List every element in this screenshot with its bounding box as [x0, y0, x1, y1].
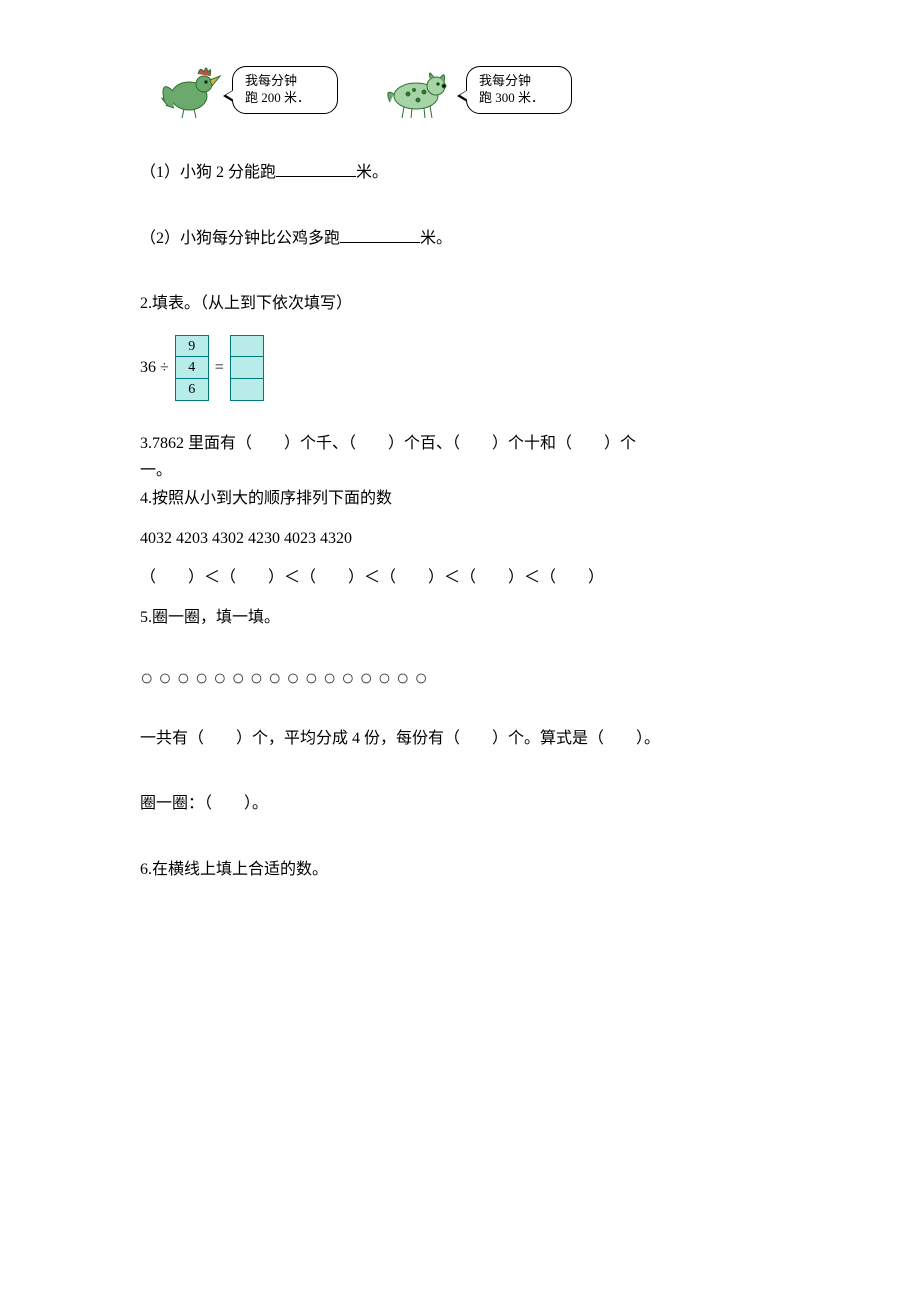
rooster-speech-bubble: 我每分钟 跑 200 米． [232, 66, 338, 114]
q5-circle-line: 圈一圈：（ ）。 [140, 791, 780, 817]
q2-result-cell[interactable] [230, 357, 264, 379]
rooster-bubble-line2: 跑 200 米． [245, 90, 310, 105]
rooster-bubble-line1: 我每分钟 [245, 73, 297, 88]
q1-sub1-post: 米。 [356, 164, 388, 181]
dog-icon [378, 60, 458, 120]
q1-sub2-pre: （2）小狗每分钟比公鸡多跑 [140, 230, 340, 247]
q5-circles: ○○○○○○○○○○○○○○○○ [140, 660, 780, 695]
q2-title: 2.填表。（从上到下依次填写） [140, 291, 780, 317]
q2-divisor-cell: 9 [175, 335, 209, 357]
q3-line-b: 一。 [140, 458, 780, 484]
q2-result-stack [230, 335, 264, 401]
rooster-group: 我每分钟 跑 200 米． [154, 60, 338, 120]
q4-numbers: 4032 4203 4302 4230 4023 4320 [140, 526, 780, 552]
q1-sub2: （2）小狗每分钟比公鸡多跑 米。 [140, 226, 780, 252]
q5-line: 一共有（ ）个，平均分成 4 份，每份有（ ）个。算式是（ ）。 [140, 726, 780, 752]
q1-sub1: （1）小狗 2 分能跑 米。 [140, 160, 780, 186]
q2-left-text: 36 ÷ [140, 355, 169, 381]
illustration-row: 我每分钟 跑 200 米． [154, 60, 780, 120]
worksheet-page: 我每分钟 跑 200 米． [0, 0, 920, 958]
rooster-icon [154, 60, 224, 120]
q1-sub2-post: 米。 [420, 230, 452, 247]
q5-title: 5.圈一圈，填一填。 [140, 605, 780, 631]
q2-result-cell[interactable] [230, 335, 264, 357]
q2-divisor-cell: 4 [175, 357, 209, 379]
q2-result-cell[interactable] [230, 379, 264, 401]
q6-title: 6.在横线上填上合适的数。 [140, 857, 780, 883]
q4-compare: （ ）＜（ ）＜（ ）＜（ ）＜（ ）＜（ ） [140, 565, 780, 591]
q4-title: 4.按照从小到大的顺序排列下面的数 [140, 486, 780, 512]
q3-line-a: 3.7862 里面有（ ）个千、（ ）个百、（ ）个十和（ ）个 [140, 431, 780, 457]
q2-divisor-stack: 9 4 6 [175, 335, 209, 401]
dog-speech-bubble: 我每分钟 跑 300 米． [466, 66, 572, 114]
q1-sub1-pre: （1）小狗 2 分能跑 [140, 164, 276, 181]
q2-figure: 36 ÷ 9 4 6 = [140, 335, 780, 401]
q2-divisor-cell: 6 [175, 379, 209, 401]
q1-sub2-blank[interactable] [340, 226, 420, 243]
q2-equals: = [215, 355, 224, 381]
q1-sub1-blank[interactable] [276, 160, 356, 177]
dog-group: 我每分钟 跑 300 米． [378, 60, 572, 120]
dog-bubble-line1: 我每分钟 [479, 73, 531, 88]
dog-bubble-line2: 跑 300 米． [479, 90, 544, 105]
